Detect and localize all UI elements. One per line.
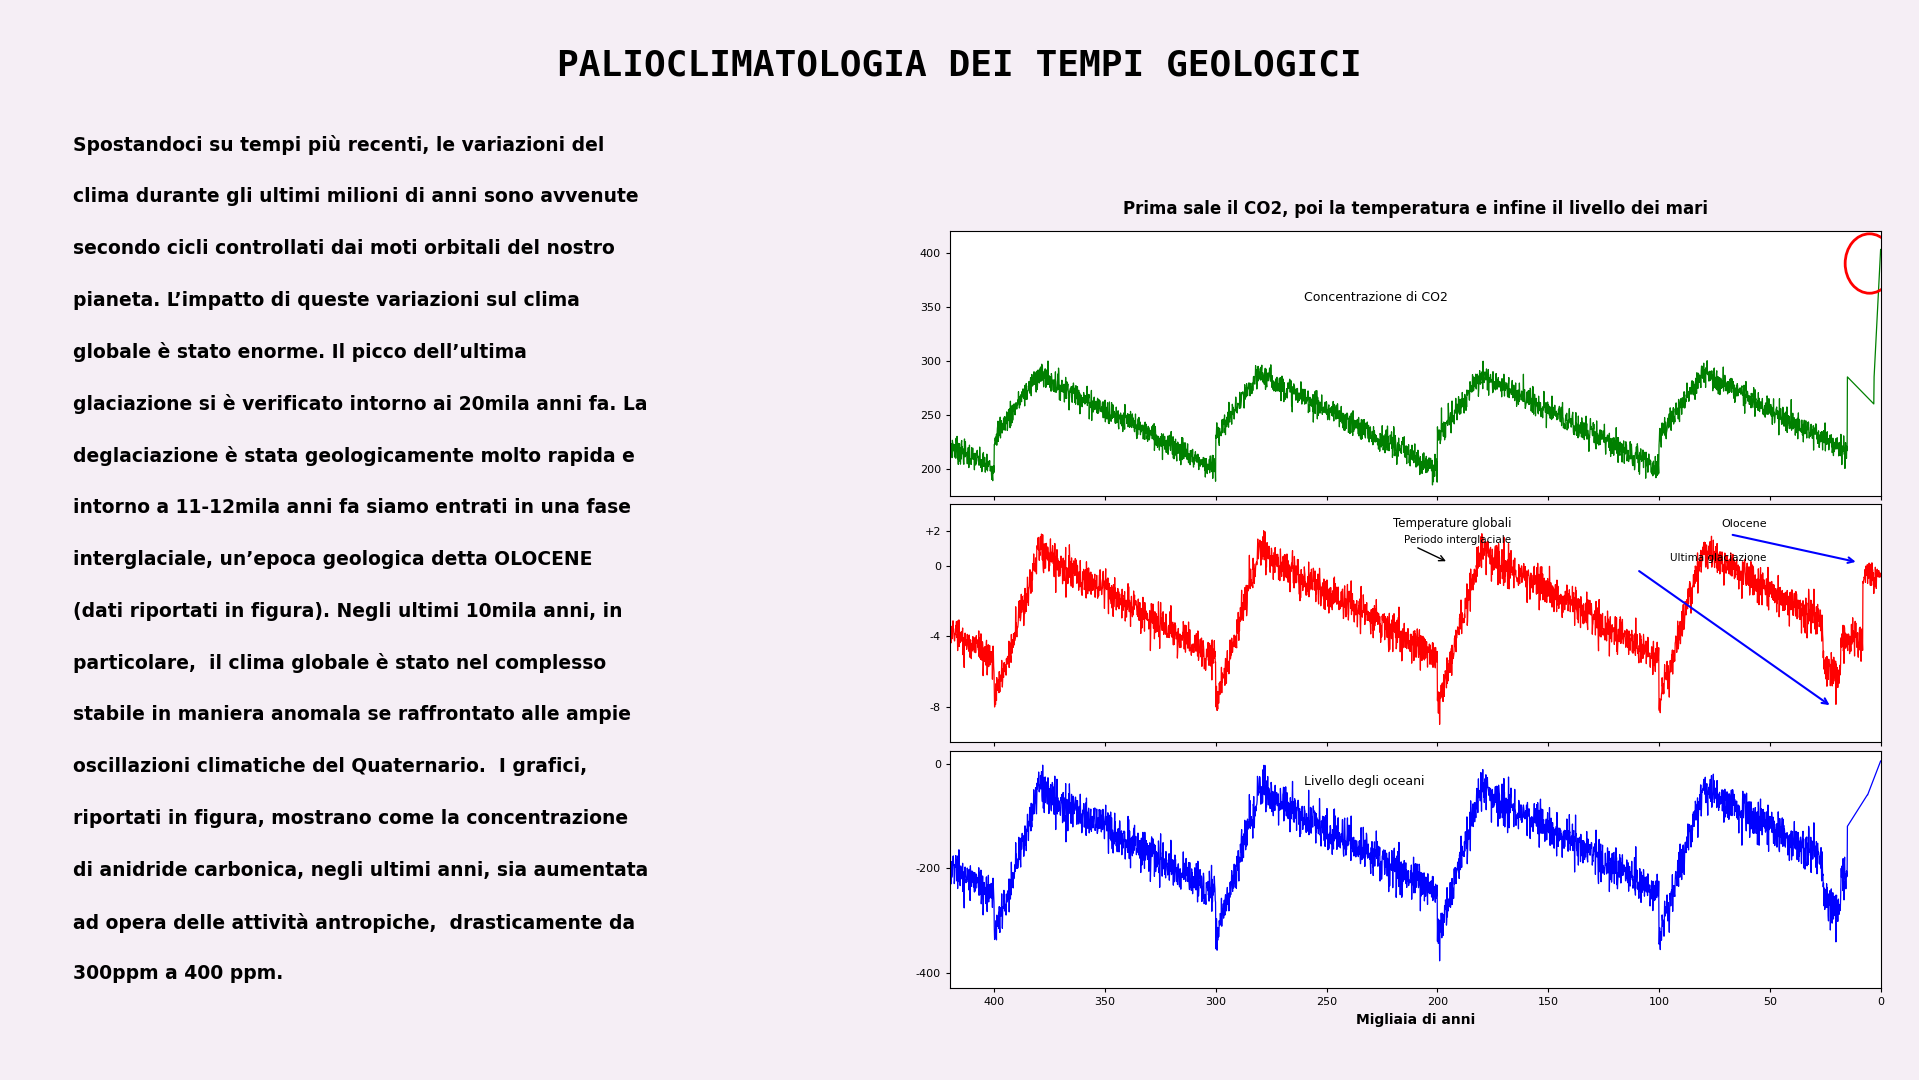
Text: di anidride carbonica, negli ultimi anni, sia aumentata: di anidride carbonica, negli ultimi anni…: [73, 861, 649, 880]
Text: globale è stato enorme. Il picco dell’ultima: globale è stato enorme. Il picco dell’ul…: [73, 342, 528, 363]
Text: deglaciazione è stata geologicamente molto rapida e: deglaciazione è stata geologicamente mol…: [73, 446, 635, 467]
Text: riportati in figura, mostrano come la concentrazione: riportati in figura, mostrano come la co…: [73, 809, 628, 828]
Text: interglaciale, un’epoca geologica detta OLOCENE: interglaciale, un’epoca geologica detta …: [73, 550, 593, 569]
Text: Livello degli oceani: Livello degli oceani: [1305, 774, 1426, 787]
Text: PALIOCLIMATOLOGIA DEI TEMPI GEOLOGICI: PALIOCLIMATOLOGIA DEI TEMPI GEOLOGICI: [557, 49, 1362, 82]
Text: (dati riportati in figura). Negli ultimi 10mila anni, in: (dati riportati in figura). Negli ultimi…: [73, 602, 622, 621]
Text: Concentrazione di CO2: Concentrazione di CO2: [1305, 292, 1449, 305]
Text: ad opera delle attività antropiche,  drasticamente da: ad opera delle attività antropiche, dras…: [73, 913, 635, 933]
Text: Periodo interglaciale: Periodo interglaciale: [1405, 535, 1512, 545]
Text: particolare,  il clima globale è stato nel complesso: particolare, il clima globale è stato ne…: [73, 653, 606, 674]
Text: secondo cicli controllati dai moti orbitali del nostro: secondo cicli controllati dai moti orbit…: [73, 239, 614, 258]
Text: pianeta. L’impatto di queste variazioni sul clima: pianeta. L’impatto di queste variazioni …: [73, 291, 580, 310]
Text: Prima sale il CO2, poi la temperatura e infine il livello dei mari: Prima sale il CO2, poi la temperatura e …: [1123, 200, 1708, 218]
Text: Ultima glaciazione: Ultima glaciazione: [1670, 553, 1767, 563]
Text: 300ppm a 400 ppm.: 300ppm a 400 ppm.: [73, 964, 284, 984]
Text: Temperature globali: Temperature globali: [1393, 517, 1512, 530]
Text: Spostandoci su tempi più recenti, le variazioni del: Spostandoci su tempi più recenti, le var…: [73, 135, 604, 156]
Text: intorno a 11-12mila anni fa siamo entrati in una fase: intorno a 11-12mila anni fa siamo entrat…: [73, 498, 631, 517]
Text: glaciazione si è verificato intorno ai 20mila anni fa. La: glaciazione si è verificato intorno ai 2…: [73, 394, 647, 415]
Text: clima durante gli ultimi milioni di anni sono avvenute: clima durante gli ultimi milioni di anni…: [73, 187, 639, 206]
Text: stabile in maniera anomala se raffrontato alle ampie: stabile in maniera anomala se raffrontat…: [73, 705, 631, 725]
Text: oscillazioni climatiche del Quaternario.  I grafici,: oscillazioni climatiche del Quaternario.…: [73, 757, 587, 777]
X-axis label: Migliaia di anni: Migliaia di anni: [1355, 1013, 1476, 1027]
Text: Olocene: Olocene: [1721, 519, 1767, 529]
